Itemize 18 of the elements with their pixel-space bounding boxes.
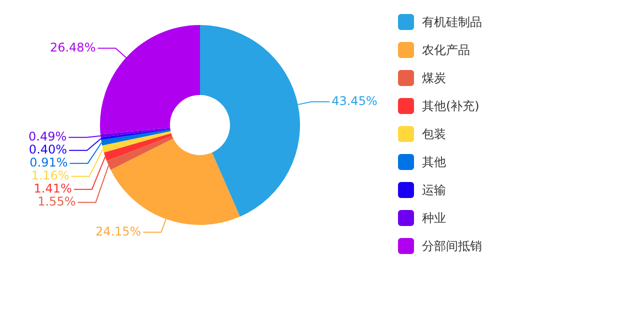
legend-label: 煤炭 <box>422 70 446 86</box>
data-label: 26.48% <box>50 40 96 54</box>
data-label: 0.49% <box>28 129 67 144</box>
legend-label: 运输 <box>422 182 446 198</box>
data-label: 24.15% <box>95 224 142 238</box>
legend-label: 包装 <box>422 126 446 142</box>
data-label: 1.16% <box>31 168 70 182</box>
legend-label: 分部间抵销 <box>422 238 482 254</box>
legend-label: 其他 <box>422 154 446 170</box>
data-label: 1.41% <box>34 181 72 196</box>
legend-label: 种业 <box>422 210 446 226</box>
legend-label: 其他(补充) <box>422 98 480 114</box>
legend-label: 有机硅制品 <box>422 14 482 30</box>
legend-label: 农化产品 <box>422 42 470 58</box>
data-label: 0.91% <box>30 155 68 170</box>
data-label: 43.45% <box>332 94 378 108</box>
data-label: 1.55% <box>38 194 76 208</box>
data-label: 0.40% <box>28 142 68 156</box>
